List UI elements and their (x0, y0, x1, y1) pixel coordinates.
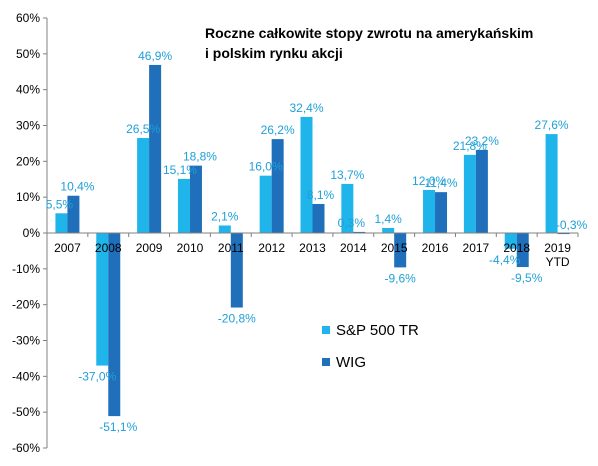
bar-wig-2015 (394, 233, 407, 268)
x-category-label: 2013 (299, 241, 326, 255)
bar-sp500-2014 (341, 183, 354, 233)
data-label: 26,5% (126, 122, 160, 136)
y-tick-label: -40% (12, 369, 40, 383)
bar-wig-2017 (475, 149, 488, 233)
y-tick-label: 60% (16, 11, 40, 25)
data-label: 12,0% (412, 174, 446, 188)
bar-wig-2013 (312, 203, 325, 233)
x-category-label: 2015 (381, 241, 408, 255)
data-label: -37,0% (78, 370, 116, 384)
y-tick-label: -20% (12, 298, 40, 312)
chart-title-line-2: i polskim rynku akcji (205, 45, 343, 61)
data-label: 13,7% (330, 168, 364, 182)
data-label: 2,1% (211, 209, 239, 223)
chart-title: Roczne całkowite stopy zwrotu na ameryka… (205, 25, 533, 61)
data-label: 0,3% (338, 216, 366, 230)
bar-wig-2014 (353, 231, 366, 233)
data-label: 27,6% (535, 118, 569, 132)
data-label: 10,4% (60, 180, 94, 194)
x-category-label: 2012 (258, 241, 285, 255)
legend: S&P 500 TR WIG (322, 322, 419, 371)
legend-swatch (322, 326, 330, 334)
data-label: -0,3% (556, 218, 588, 232)
data-label: 15,1% (163, 163, 197, 177)
bar-sp500-2017 (463, 154, 476, 233)
data-label: 8,1% (307, 188, 335, 202)
bar-wig-2019 (557, 233, 570, 235)
bar-wig-2009 (149, 64, 162, 233)
x-category-sublabel: YTD (546, 255, 570, 269)
bar-sp500-2013 (300, 116, 313, 233)
bar-sp500-2012 (259, 175, 272, 233)
data-label: 46,9% (138, 49, 172, 63)
bar-sp500-2016 (423, 190, 436, 233)
bar-sp500-2018 (504, 233, 517, 249)
bar-sp500-2015 (382, 227, 395, 233)
bar-wig-2012 (271, 139, 284, 233)
y-tick-label: 50% (16, 47, 40, 61)
data-label: 5,5% (46, 197, 74, 211)
data-label: 21,8% (453, 139, 487, 153)
y-tick-label: -10% (12, 262, 40, 276)
data-label: -51,1% (99, 420, 137, 434)
legend-swatch (322, 358, 330, 366)
data-label: -9,5% (511, 271, 543, 285)
y-tick-label: 10% (16, 190, 40, 204)
chart-title-line-1: Roczne całkowite stopy zwrotu na ameryka… (205, 25, 533, 41)
data-label: -4,4% (489, 253, 521, 267)
y-tick-label: -30% (12, 334, 40, 348)
x-category-label: 2018 (503, 241, 530, 255)
x-category-label: 2010 (177, 241, 204, 255)
x-category-label: 2009 (136, 241, 163, 255)
legend-label: WIG (336, 354, 366, 371)
bar-wig-2011 (230, 233, 243, 308)
bar-sp500-2019 (545, 134, 558, 233)
y-tick-label: 30% (16, 119, 40, 133)
x-category-label: 2008 (95, 241, 122, 255)
bar-sp500-2008 (96, 233, 109, 366)
bar-sp500-2007 (55, 213, 68, 233)
data-label: 32,4% (289, 101, 323, 115)
data-label: 1,4% (375, 212, 403, 226)
legend-label: S&P 500 TR (336, 322, 419, 339)
bar-sp500-2009 (137, 138, 150, 233)
x-category-label: 2007 (54, 241, 81, 255)
bar-sp500-2010 (177, 178, 190, 233)
y-tick-label: -50% (12, 405, 40, 419)
x-category-label: 2016 (422, 241, 449, 255)
bars (55, 64, 570, 417)
data-label: 16,0% (249, 160, 283, 174)
bar-wig-2016 (435, 192, 448, 233)
x-category-label: 2019 (544, 241, 571, 255)
data-labels: 5,5% -37,0% 26,5% 15,1% 2,1% 16,0% 32,4% 13,7% 1… (46, 49, 588, 434)
y-tick-label: 40% (16, 83, 40, 97)
y-tick-label: 0% (23, 226, 41, 240)
bar-wig-2008 (108, 233, 121, 417)
data-label: -20,8% (218, 312, 256, 326)
bar-wig-2018 (516, 233, 529, 268)
data-label: 18,8% (183, 150, 217, 164)
data-label: -9,6% (385, 271, 417, 285)
y-tick-label: 20% (16, 154, 40, 168)
x-category-label: 2014 (340, 241, 367, 255)
data-label: 11,4% (424, 176, 457, 190)
bar-wig-2010 (189, 165, 202, 233)
x-category-label: 2011 (218, 241, 244, 255)
bar-wig-2007 (67, 195, 80, 233)
x-category-label: 2017 (463, 241, 490, 255)
data-label: 26,2% (261, 123, 295, 137)
x-axis: 2007 2008 2009 2010 2011 2012 2013 2014 2015 2016… (46, 232, 579, 269)
bar-sp500-2011 (218, 225, 231, 233)
y-tick-label: -60% (12, 441, 40, 455)
y-axis: 60% 50% 40% 30% 20% 10% 0% -10% -20% -30% -40% -50%… (12, 11, 48, 455)
data-label: 23,2% (465, 134, 499, 148)
